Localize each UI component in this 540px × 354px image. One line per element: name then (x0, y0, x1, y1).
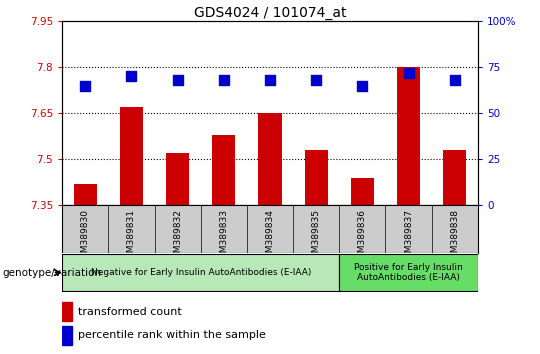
Bar (305, 150, 328, 205)
Point (404, 70, 413, 76)
Bar (443, 150, 467, 205)
Text: GSM389837: GSM389837 (404, 209, 413, 264)
Point (173, 77, 182, 83)
Bar (166, 153, 189, 205)
Point (266, 77, 274, 83)
Point (127, 74, 136, 79)
Title: GDS4024 / 101074_at: GDS4024 / 101074_at (194, 6, 346, 20)
Point (450, 77, 459, 83)
Text: GSM389831: GSM389831 (127, 209, 136, 264)
Bar (62, 254, 339, 291)
Point (81, 83, 90, 88)
Text: GSM389833: GSM389833 (219, 209, 228, 264)
Bar (339, 254, 478, 291)
Bar (62, 302, 72, 321)
Bar (259, 113, 281, 205)
Bar (62, 326, 72, 344)
Text: GSM389834: GSM389834 (266, 209, 274, 264)
Text: Negative for Early Insulin AutoAntibodies (E-IAA): Negative for Early Insulin AutoAntibodie… (91, 268, 311, 277)
Text: GSM389838: GSM389838 (450, 209, 460, 264)
Text: transformed count: transformed count (78, 307, 181, 316)
Bar (120, 107, 143, 205)
Point (312, 77, 321, 83)
Bar (351, 178, 374, 205)
Text: GSM389832: GSM389832 (173, 209, 182, 264)
Bar (212, 135, 235, 205)
Text: GSM389830: GSM389830 (80, 209, 90, 264)
Text: percentile rank within the sample: percentile rank within the sample (78, 330, 266, 341)
Point (358, 83, 367, 88)
Text: GSM389835: GSM389835 (312, 209, 321, 264)
Bar (397, 67, 420, 205)
Bar (73, 184, 97, 205)
Text: GSM389836: GSM389836 (358, 209, 367, 264)
Point (219, 77, 228, 83)
Text: genotype/variation: genotype/variation (3, 268, 102, 278)
Text: Positive for Early Insulin
AutoAntibodies (E-IAA): Positive for Early Insulin AutoAntibodie… (354, 263, 463, 282)
